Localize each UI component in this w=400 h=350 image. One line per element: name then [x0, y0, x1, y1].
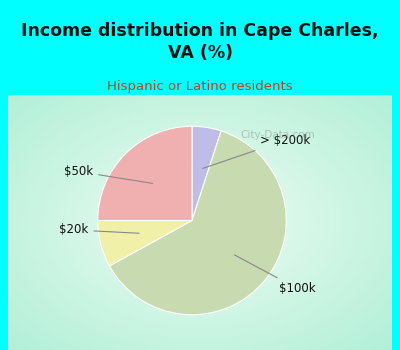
Text: Hispanic or Latino residents: Hispanic or Latino residents: [107, 80, 293, 93]
Text: Income distribution in Cape Charles,
VA (%): Income distribution in Cape Charles, VA …: [21, 22, 379, 62]
Wedge shape: [98, 220, 192, 266]
Wedge shape: [110, 131, 286, 315]
Text: > $200k: > $200k: [203, 134, 310, 168]
Wedge shape: [98, 126, 192, 220]
Text: City-Data.com: City-Data.com: [240, 130, 315, 140]
Text: $50k: $50k: [64, 165, 153, 183]
Wedge shape: [192, 126, 221, 220]
Text: $100k: $100k: [234, 255, 315, 295]
Text: $20k: $20k: [59, 223, 139, 236]
